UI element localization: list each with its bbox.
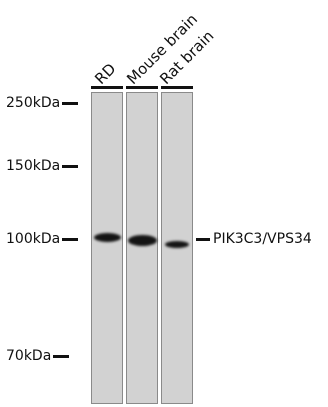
marker-tick: [62, 237, 79, 241]
band-mouse-brain: [128, 235, 157, 246]
band-rat-brain: [165, 241, 189, 248]
band-rd: [94, 233, 121, 242]
target-label: PIK3C3/VPS34: [213, 231, 312, 247]
target-tick: [196, 237, 210, 241]
marker-70kda: 70kDa: [6, 348, 70, 364]
blot-lane-rd: [91, 92, 123, 404]
target-protein: PIK3C3/VPS34: [196, 231, 312, 247]
marker-tick: [62, 101, 79, 105]
marker-150kda: 150kDa: [6, 158, 79, 174]
marker-label: 70kDa: [6, 348, 52, 364]
lane-label-rd: RD: [91, 59, 120, 88]
marker-tick: [62, 164, 79, 168]
marker-250kda: 250kDa: [6, 95, 79, 111]
marker-100kda: 100kDa: [6, 231, 79, 247]
blot-lane-mouse-brain: [126, 92, 158, 404]
lane-bar-mouse-brain: [126, 86, 158, 89]
lane-bar-rat-brain: [161, 86, 193, 89]
lane-bar-rd: [91, 86, 123, 89]
marker-tick: [53, 354, 70, 358]
blot-lane-rat-brain: [161, 92, 193, 404]
marker-label: 250kDa: [6, 95, 61, 111]
marker-label: 150kDa: [6, 158, 61, 174]
marker-label: 100kDa: [6, 231, 61, 247]
